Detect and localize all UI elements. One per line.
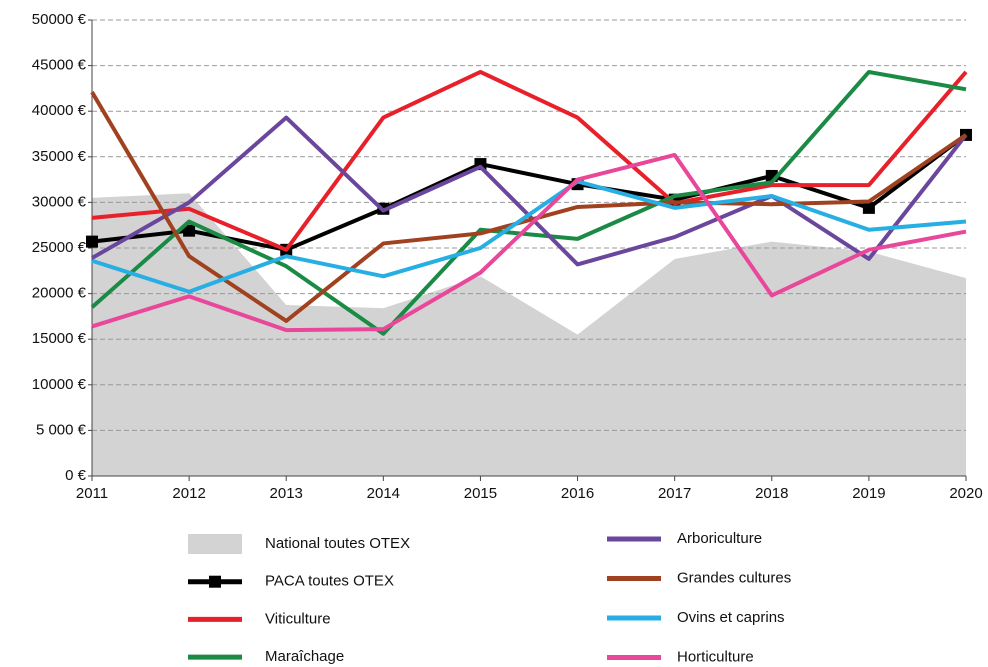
legend-label: Horticulture <box>677 648 754 665</box>
legend-label: Arboriculture <box>677 530 762 547</box>
line <box>91 69 968 252</box>
x-tick-label: 2016 <box>561 485 594 502</box>
area <box>92 193 966 476</box>
legend-swatch <box>188 534 242 554</box>
y-tick-label: 0 € <box>65 467 87 484</box>
x-tick-label: 2011 <box>76 485 108 502</box>
legend-label: Maraîchage <box>265 648 344 665</box>
marker <box>862 201 875 214</box>
y-tick-label: 20000 € <box>32 285 87 302</box>
marker <box>86 235 98 248</box>
legend-marker <box>209 575 221 588</box>
y-tick-label: 10000 € <box>32 376 87 393</box>
legend-label: Viticulture <box>265 610 331 627</box>
y-tick-label: 40000 € <box>32 102 87 119</box>
legend-label: National toutes OTEX <box>265 535 410 552</box>
y-tick-label: 45000 € <box>32 57 87 74</box>
legend-label: Grandes cultures <box>677 569 791 586</box>
x-tick-label: 2017 <box>658 485 691 502</box>
x-tick-label: 2012 <box>172 485 205 502</box>
x-tick-label: 2015 <box>464 485 497 502</box>
legend-label: PACA toutes OTEX <box>265 573 394 590</box>
x-tick-label: 2018 <box>755 485 788 502</box>
legend-label: Ovins et caprins <box>677 609 785 626</box>
x-tick-label: 2019 <box>852 485 885 502</box>
line <box>90 91 968 323</box>
line <box>91 133 968 252</box>
line <box>90 69 967 336</box>
marker <box>183 224 196 237</box>
y-tick-label: 15000 € <box>32 330 87 347</box>
y-tick-label: 5 000 € <box>36 421 87 438</box>
y-tick-label: 25000 € <box>32 239 87 256</box>
x-tick-label: 2020 <box>949 485 982 502</box>
line <box>91 179 967 294</box>
x-tick-label: 2014 <box>367 485 400 502</box>
line <box>91 152 967 333</box>
y-tick-label: 35000 € <box>32 148 87 165</box>
y-tick-label: 30000 € <box>32 193 87 210</box>
y-tick-label: 50000 € <box>32 11 87 28</box>
x-tick-label: 2013 <box>270 485 303 502</box>
